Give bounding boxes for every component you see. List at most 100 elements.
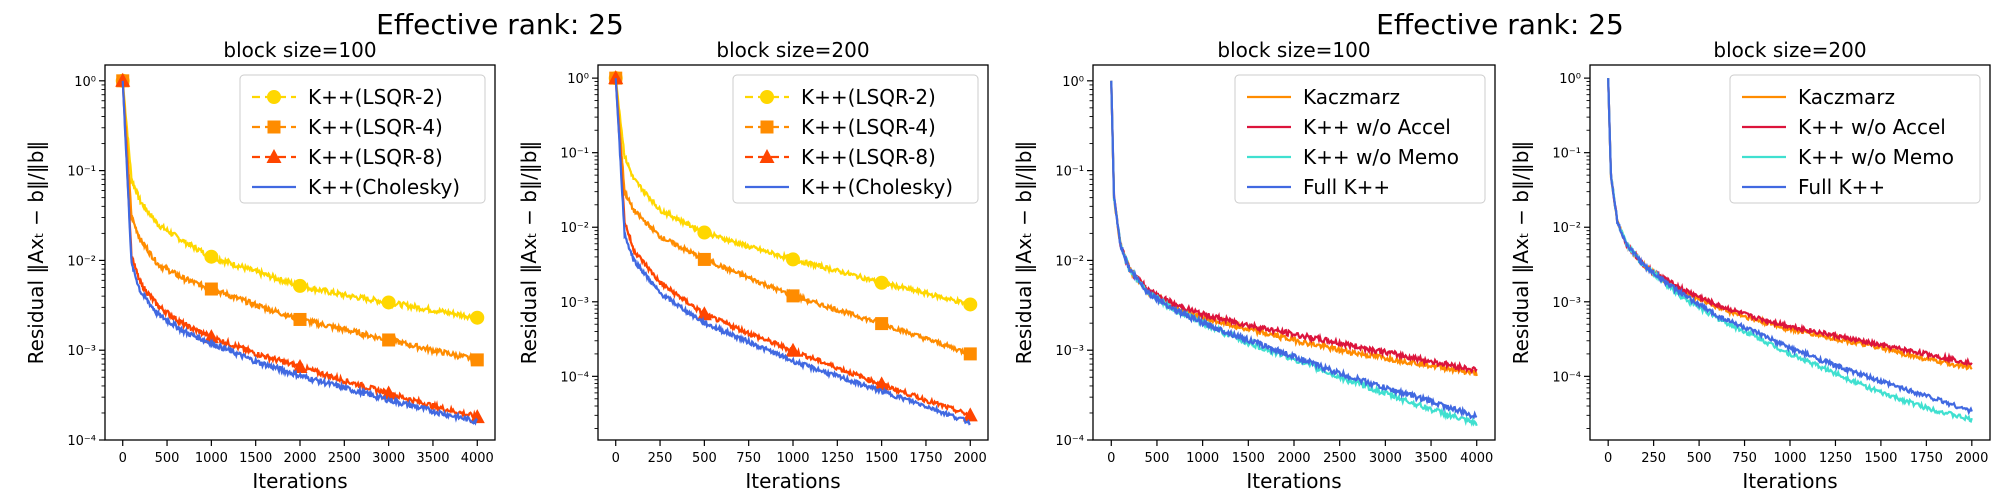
x-tick-label: 1250	[821, 451, 854, 466]
legend-box	[1729, 74, 1981, 204]
chart-title: block size=200	[716, 38, 869, 62]
legend-label: K++(LSQR-8)	[308, 145, 443, 169]
series-group	[115, 72, 485, 426]
legend-label: Full K++	[1303, 175, 1390, 199]
data-point	[874, 275, 889, 290]
y-tick-label: 10⁻¹	[1552, 147, 1581, 162]
x-tick-label: 750	[1732, 451, 1757, 466]
legend-label: K++(Cholesky)	[308, 175, 460, 199]
y-axis-label: Residual ‖Axₜ − b‖/‖b‖	[1509, 141, 1533, 365]
chart-panel-3: 0 500 1000 1500 2000 2500 3000 3500 4000 10⁻⁴ 10⁻³…	[1012, 38, 1496, 493]
x-tick-label: 1500	[239, 451, 272, 466]
x-tick-label: 1000	[1186, 451, 1219, 466]
y-tick-label: 10⁻²	[1055, 254, 1084, 269]
data-point	[760, 120, 774, 134]
x-axis-label: Iterations	[745, 469, 840, 493]
suptitle-right: Effective rank: 25	[1376, 8, 1624, 41]
x-tick-label: 1250	[1819, 451, 1852, 466]
legend-box	[239, 74, 486, 204]
legend-label: Full K++	[1798, 175, 1885, 199]
data-point	[470, 310, 485, 325]
chart-panel-4: 0 250 500 750 1000 1250 1500 1750 2000 10⁻⁴ 10⁻³ 10…	[1509, 38, 1991, 493]
x-tick-label: 500	[1687, 451, 1712, 466]
x-axis-label: Iterations	[1742, 469, 1837, 493]
data-point	[382, 333, 396, 347]
x-tick-label: 0	[612, 451, 620, 466]
data-point	[963, 297, 978, 312]
data-point	[266, 149, 282, 163]
data-point	[608, 70, 624, 85]
y-tick-label: 10⁰	[1062, 75, 1084, 90]
legend-label: K++(Cholesky)	[801, 175, 953, 199]
legend-label: K++(LSQR-8)	[801, 145, 936, 169]
y-tick-label: 10⁻³	[1055, 344, 1084, 359]
data-point	[760, 90, 774, 104]
x-tick-label: 3000	[372, 451, 405, 466]
x-tick-label: 4000	[1460, 451, 1493, 466]
data-point	[697, 252, 711, 266]
legend: K++(LSQR-2) K++(LSQR-4) K++(LSQR-8) K++(Cho…	[732, 74, 979, 204]
series-line-4	[1110, 80, 1478, 420]
y-tick-label: 10⁻¹	[560, 147, 589, 162]
x-tick-label: 3500	[416, 451, 449, 466]
y-tick-label: 10⁻⁴	[1552, 370, 1581, 385]
series-line-4	[1607, 78, 1973, 416]
chart-panel-2: 0 250 500 750 1000 1250 1500 1750 2000 10⁻⁴ 10⁻³ 10…	[517, 38, 989, 493]
series-group	[608, 70, 978, 426]
y-tick-label: 10⁻⁴	[67, 434, 96, 449]
data-point	[204, 249, 219, 264]
series-line-4	[121, 80, 479, 426]
x-tick-label: 1500	[865, 451, 898, 466]
data-point	[962, 407, 978, 422]
legend-label: K++ w/o Accel	[1798, 115, 1946, 139]
data-point	[204, 282, 218, 296]
data-point	[470, 353, 484, 367]
legend-box	[732, 74, 979, 204]
data-point	[469, 409, 485, 424]
chart-title: block size=100	[1217, 38, 1370, 62]
y-tick-label: 10⁻³	[67, 344, 96, 359]
series-line-1	[614, 78, 972, 307]
x-tick-label: 500	[692, 451, 717, 466]
x-tick-label: 1500	[1864, 451, 1897, 466]
data-point	[874, 376, 890, 391]
legend-label: K++ w/o Memo	[1798, 145, 1954, 169]
y-tick-label: 10⁰	[74, 75, 96, 90]
x-tick-label: 0	[1604, 451, 1612, 466]
x-tick-label: 2000	[283, 451, 316, 466]
y-axis-label: Residual ‖Axₜ − b‖/‖b‖	[1012, 141, 1036, 365]
data-point	[267, 120, 281, 134]
y-tick-label: 10⁰	[1559, 72, 1581, 87]
series-line-3	[614, 78, 972, 418]
x-tick-label: 2500	[1323, 451, 1356, 466]
x-tick-label: 1750	[1910, 451, 1943, 466]
data-point	[293, 278, 307, 293]
data-point	[786, 252, 800, 267]
x-tick-label: 1000	[776, 451, 809, 466]
y-tick-label: 10⁻⁴	[560, 370, 589, 385]
x-tick-label: 2000	[954, 451, 987, 466]
legend: Kaczmarz K++ w/o Accel K++ w/o Memo Full K+…	[1729, 74, 1981, 204]
y-tick-label: 10⁰	[567, 72, 589, 87]
chart-title: block size=200	[1713, 38, 1866, 62]
series-line-2	[121, 80, 479, 366]
data-point	[875, 317, 889, 331]
x-axis-label: Iterations	[1246, 469, 1341, 493]
chart-title: block size=100	[223, 38, 376, 62]
x-tick-label: 4000	[461, 451, 494, 466]
x-tick-label: 2000	[1277, 451, 1310, 466]
x-tick-label: 250	[648, 451, 673, 466]
y-tick-label: 10⁻¹	[1055, 165, 1084, 180]
data-point	[786, 289, 800, 303]
y-tick-label: 10⁻³	[560, 296, 589, 311]
series-line-2	[1110, 80, 1478, 375]
data-point	[203, 329, 219, 344]
data-point	[963, 347, 977, 361]
x-tick-label: 500	[1145, 451, 1170, 466]
x-axis-label: Iterations	[252, 469, 347, 493]
x-tick-label: 250	[1641, 451, 1666, 466]
legend-label: Kaczmarz	[1303, 85, 1400, 109]
series-line-2	[614, 78, 972, 357]
y-tick-label: 10⁻³	[1552, 296, 1581, 311]
